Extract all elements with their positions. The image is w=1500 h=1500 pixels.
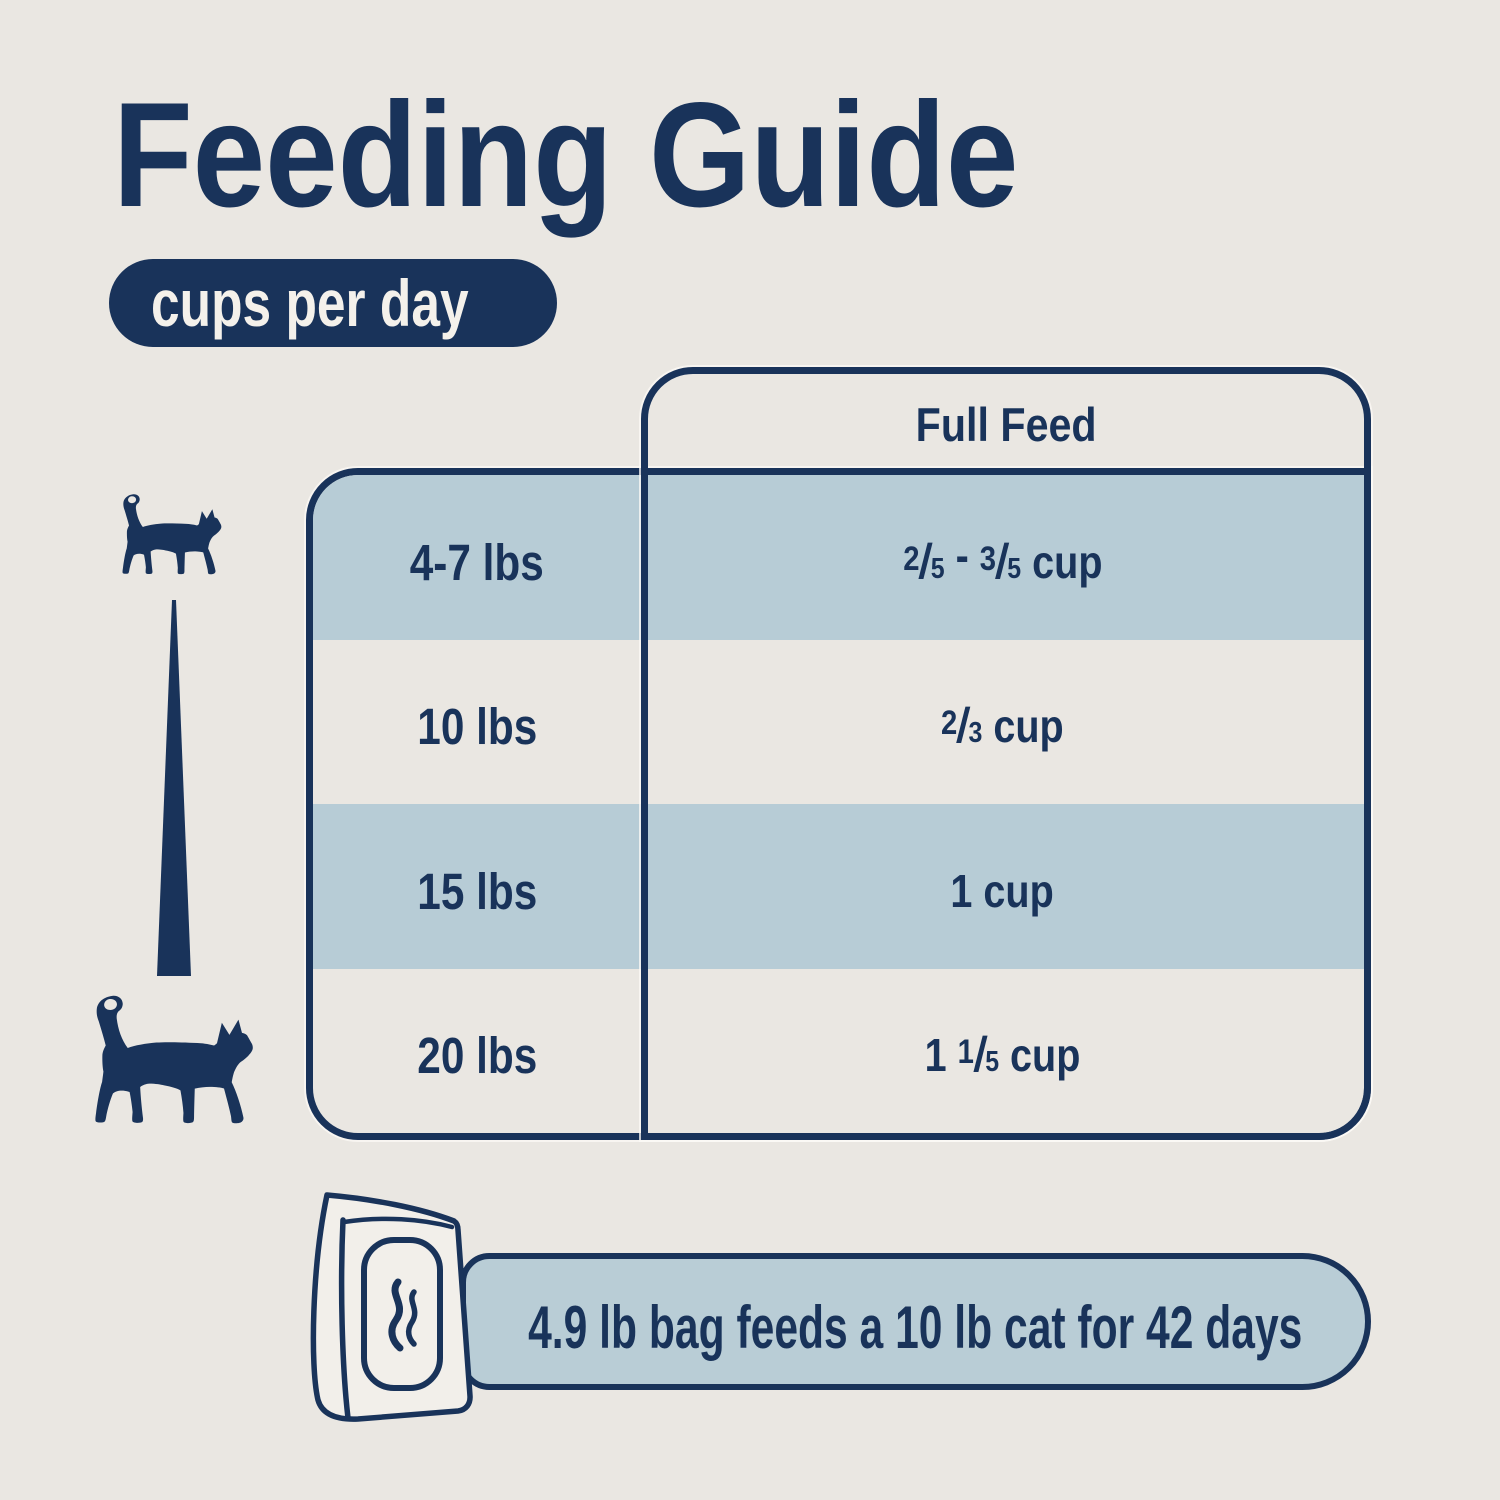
amount-cell: 2/3 cup [941, 699, 1064, 754]
table-row: 4-7 lbs 2/5 - 3/5 cup [313, 475, 1364, 640]
full-feed-column-header: Full Feed [648, 374, 1364, 468]
units-badge-label: cups per day [151, 266, 469, 340]
bag-fold-crease [341, 1216, 455, 1230]
weight-cell: 20 lbs [416, 1027, 538, 1085]
bag-gusset-line [338, 1217, 351, 1421]
table-row: 20 lbs 1 1/5 cup [313, 969, 1364, 1134]
large-cat-icon [95, 995, 253, 1124]
bag-window [361, 1237, 443, 1391]
weight-cell: 10 lbs [416, 698, 538, 756]
table-row: 10 lbs 2/3 cup [313, 640, 1364, 805]
weight-cell: 4-7 lbs [409, 533, 545, 591]
bag-yield-banner: 4.9 lb bag feeds a 10 lb cat for 42 days [460, 1253, 1371, 1390]
small-cat-icon [122, 494, 222, 575]
cat-silhouette [122, 494, 222, 575]
feeding-table: 4-7 lbs 2/5 - 3/5 cup 10 lbs 2/3 cup 15 … [306, 468, 1371, 1140]
food-bag-icon [310, 1192, 473, 1422]
steam-icon [388, 1278, 404, 1352]
weight-cell: 15 lbs [416, 862, 538, 920]
table-row: 15 lbs 1 cup [313, 804, 1364, 969]
amount-cell: 1 1/5 cup [924, 1028, 1081, 1083]
needle-shape [157, 600, 191, 976]
amount-cell: 2/5 - 3/5 cup [902, 529, 1103, 589]
full-feed-label: Full Feed [915, 397, 1097, 451]
units-badge: cups per day [109, 259, 557, 347]
amount-cell: 1 cup [950, 865, 1055, 918]
size-scale-needle [157, 600, 191, 976]
cat-silhouette [95, 995, 253, 1124]
page-title: Feeding Guide [113, 71, 1019, 238]
steam-icon [405, 1289, 418, 1347]
bag-yield-text: 4.9 lb bag feeds a 10 lb cat for 42 days [528, 1293, 1303, 1361]
